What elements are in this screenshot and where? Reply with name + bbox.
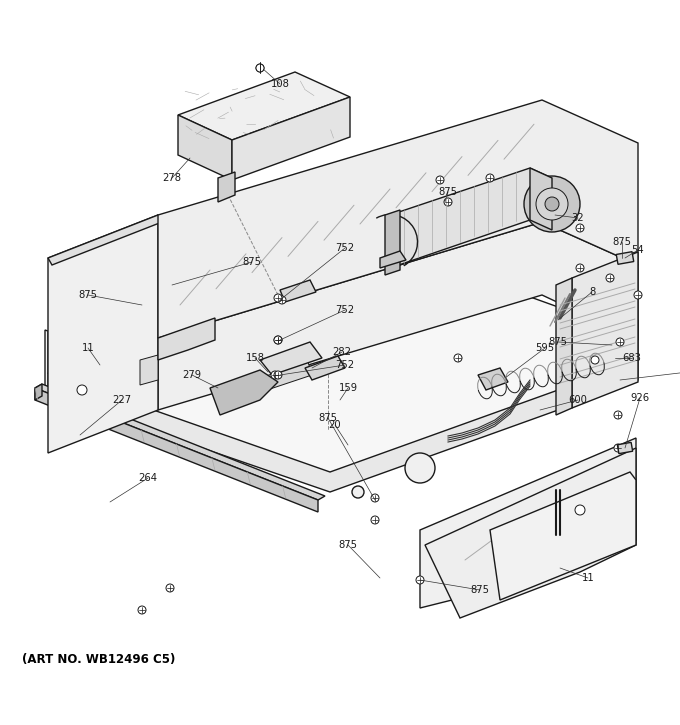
Text: 282: 282 <box>333 347 352 357</box>
Circle shape <box>271 371 279 379</box>
Text: 32: 32 <box>572 213 584 223</box>
Circle shape <box>536 188 568 220</box>
Circle shape <box>454 354 462 362</box>
Polygon shape <box>158 100 638 338</box>
Text: 158: 158 <box>245 353 265 363</box>
Text: 278: 278 <box>163 173 182 183</box>
Circle shape <box>436 176 444 184</box>
Circle shape <box>634 291 642 299</box>
Circle shape <box>256 64 264 72</box>
Polygon shape <box>178 72 350 140</box>
Text: 264: 264 <box>139 473 158 483</box>
Text: 279: 279 <box>182 370 201 380</box>
Circle shape <box>596 486 604 494</box>
Text: 875: 875 <box>439 187 458 197</box>
Text: 875: 875 <box>243 257 262 267</box>
Circle shape <box>614 444 622 452</box>
Polygon shape <box>617 442 632 454</box>
Text: 875: 875 <box>471 585 490 595</box>
Polygon shape <box>380 251 406 268</box>
Polygon shape <box>48 225 636 472</box>
Circle shape <box>77 385 87 395</box>
Text: 11: 11 <box>82 343 95 353</box>
Polygon shape <box>572 252 638 408</box>
Text: 683: 683 <box>623 353 641 363</box>
Circle shape <box>576 224 584 232</box>
Text: 875: 875 <box>78 290 97 300</box>
Text: 8: 8 <box>589 287 595 297</box>
Circle shape <box>524 176 580 232</box>
Circle shape <box>352 486 364 498</box>
Polygon shape <box>158 222 638 410</box>
Polygon shape <box>45 320 638 490</box>
Circle shape <box>614 411 622 419</box>
Text: 227: 227 <box>112 395 131 405</box>
Circle shape <box>545 197 559 211</box>
Polygon shape <box>478 368 508 390</box>
Polygon shape <box>490 472 636 600</box>
Text: 875: 875 <box>613 237 632 247</box>
Polygon shape <box>48 215 162 265</box>
Polygon shape <box>35 384 325 500</box>
Polygon shape <box>35 388 318 512</box>
Circle shape <box>616 338 624 346</box>
Polygon shape <box>616 252 634 265</box>
Circle shape <box>138 606 146 614</box>
Circle shape <box>371 516 379 524</box>
Polygon shape <box>218 172 235 202</box>
Circle shape <box>575 505 585 515</box>
Text: (ART NO. WB12496 C5): (ART NO. WB12496 C5) <box>22 653 175 666</box>
Circle shape <box>274 371 282 379</box>
Polygon shape <box>260 342 322 375</box>
Text: 752: 752 <box>335 243 354 253</box>
Text: 108: 108 <box>271 79 290 89</box>
Text: 20: 20 <box>328 420 341 430</box>
Circle shape <box>576 264 584 272</box>
Circle shape <box>274 294 282 302</box>
Polygon shape <box>420 438 636 608</box>
Text: 875: 875 <box>339 540 358 550</box>
Polygon shape <box>385 210 400 275</box>
Circle shape <box>274 336 282 344</box>
Text: 159: 159 <box>339 383 358 393</box>
Polygon shape <box>390 168 552 268</box>
Circle shape <box>256 64 264 72</box>
Text: 926: 926 <box>630 393 649 403</box>
Text: 600: 600 <box>568 395 588 405</box>
Polygon shape <box>210 370 278 415</box>
Text: 595: 595 <box>535 343 555 353</box>
Circle shape <box>166 584 174 592</box>
Text: 752: 752 <box>335 360 354 370</box>
Polygon shape <box>140 355 158 385</box>
Polygon shape <box>232 97 350 180</box>
Text: 54: 54 <box>632 245 645 255</box>
Polygon shape <box>35 384 42 400</box>
Polygon shape <box>530 168 552 230</box>
Polygon shape <box>48 360 636 492</box>
Circle shape <box>606 274 614 282</box>
Text: 875: 875 <box>318 413 337 423</box>
Polygon shape <box>158 318 215 360</box>
Circle shape <box>444 198 452 206</box>
Polygon shape <box>280 280 316 302</box>
Text: 11: 11 <box>581 573 594 583</box>
Circle shape <box>486 174 494 182</box>
Circle shape <box>405 453 435 483</box>
Polygon shape <box>556 278 572 415</box>
Polygon shape <box>178 115 232 180</box>
Circle shape <box>416 576 424 584</box>
Circle shape <box>371 494 379 502</box>
Polygon shape <box>425 448 636 618</box>
Polygon shape <box>305 356 345 380</box>
Polygon shape <box>248 362 312 395</box>
Circle shape <box>278 296 286 304</box>
Circle shape <box>274 336 282 344</box>
Polygon shape <box>48 215 158 453</box>
Text: 875: 875 <box>549 337 568 347</box>
Circle shape <box>591 356 599 364</box>
Text: 752: 752 <box>335 305 354 315</box>
